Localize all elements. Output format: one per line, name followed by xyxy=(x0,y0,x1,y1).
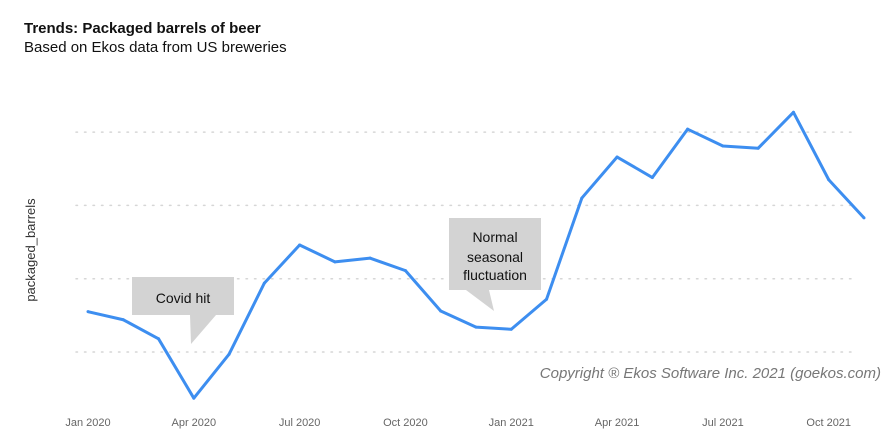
data-point xyxy=(509,327,513,331)
chart-subtitle: Based on Ekos data from US breweries xyxy=(24,39,287,56)
data-point xyxy=(791,110,795,114)
y-axis-label: packaged_barrels xyxy=(23,198,38,302)
data-point xyxy=(333,260,337,264)
annotation-callout: Normal seasonal fluctuation xyxy=(449,218,541,311)
callout-box xyxy=(449,218,541,290)
data-point xyxy=(474,325,478,329)
chart-title: Trends: Packaged barrels of beer xyxy=(24,20,261,37)
data-point xyxy=(545,297,549,301)
callout-pointer xyxy=(466,290,494,311)
x-tick-label: Apr 2021 xyxy=(595,417,640,429)
data-point xyxy=(192,396,196,400)
copyright-text: Copyright ® Ekos Software Inc. 2021 (goe… xyxy=(540,365,881,382)
data-point xyxy=(121,318,125,322)
data-point xyxy=(86,310,90,314)
data-point xyxy=(439,309,443,313)
data-point xyxy=(615,155,619,159)
callout-text: Covid hit xyxy=(156,290,211,306)
data-point xyxy=(756,146,760,150)
data-point xyxy=(368,256,372,260)
x-tick-label: Apr 2020 xyxy=(171,417,216,429)
data-point xyxy=(157,337,161,341)
data-point xyxy=(403,269,407,273)
annotation-callout: Covid hit xyxy=(132,277,234,344)
data-point xyxy=(827,178,831,182)
data-point xyxy=(721,144,725,148)
data-point xyxy=(862,216,866,220)
x-tick-label: Jul 2020 xyxy=(279,417,321,429)
data-point xyxy=(298,243,302,247)
x-tick-label: Jan 2021 xyxy=(489,417,534,429)
callout-pointer xyxy=(190,315,216,344)
data-point xyxy=(262,281,266,285)
callout-box xyxy=(132,277,234,315)
x-tick-label: Jan 2020 xyxy=(65,417,110,429)
callout-text: seasonal xyxy=(467,249,523,265)
callout-text: fluctuation xyxy=(463,267,527,283)
data-point xyxy=(227,352,231,356)
data-point xyxy=(650,176,654,180)
x-tick-label: Oct 2020 xyxy=(383,417,428,429)
callout-text: Normal xyxy=(472,229,517,245)
data-point xyxy=(686,127,690,131)
x-tick-label: Oct 2021 xyxy=(806,417,851,429)
data-point xyxy=(580,196,584,200)
x-tick-label: Jul 2021 xyxy=(702,417,744,429)
